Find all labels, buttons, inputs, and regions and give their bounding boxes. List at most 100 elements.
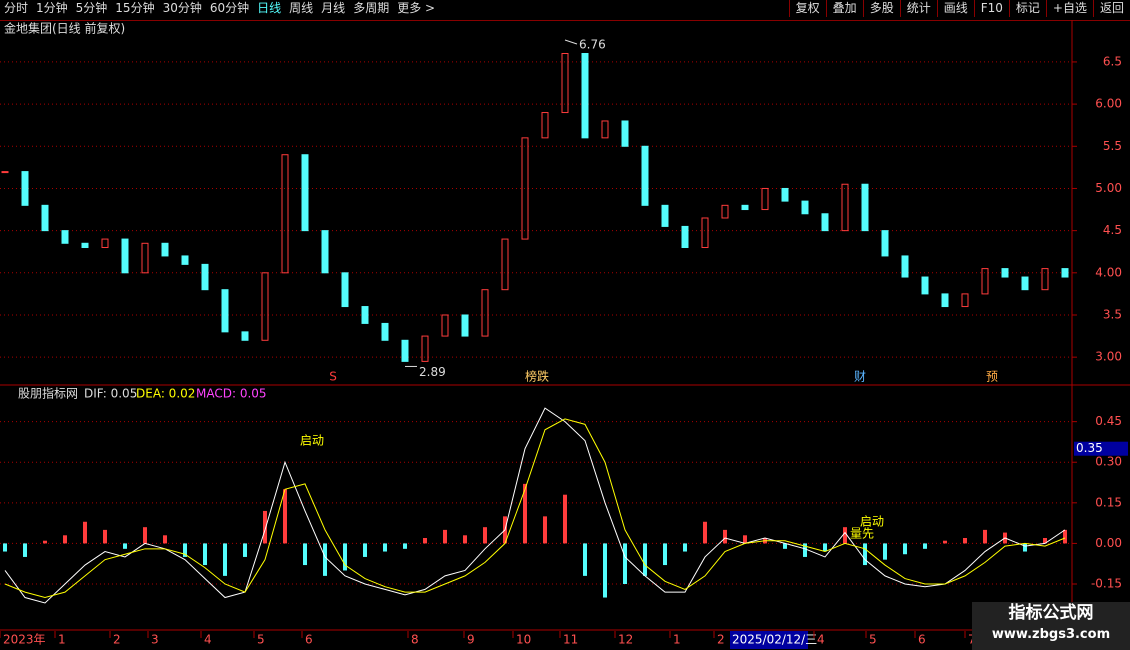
candle	[501, 238, 509, 291]
candle	[281, 154, 289, 274]
macd-bar	[723, 529, 727, 544]
candle	[861, 183, 869, 232]
y-tick-label: 6.00	[1095, 97, 1122, 111]
candle	[121, 238, 129, 274]
x-tick-label: 7	[968, 633, 976, 647]
toolbar-button[interactable]: 标记	[1008, 0, 1046, 17]
macd-bar	[943, 540, 947, 544]
high-label: 6.76	[579, 38, 606, 52]
candle	[741, 204, 749, 211]
dea-line	[4, 418, 1066, 599]
x-tick-label: 6	[305, 633, 313, 647]
x-tick-label: 11	[563, 633, 578, 647]
toolbar-button[interactable]: 60分钟	[209, 1, 250, 15]
toolbar-button[interactable]: 5分钟	[75, 1, 108, 15]
candle	[301, 154, 309, 232]
macd-bar	[283, 489, 287, 544]
macd-bar	[263, 510, 267, 544]
x-tick-label: 4	[817, 633, 825, 647]
candle	[561, 52, 569, 114]
candle	[881, 230, 889, 257]
chart-title: 金地集团(日线 前复权)	[4, 21, 125, 36]
event-marker: 预	[986, 370, 998, 384]
toolbar-button[interactable]: 更多 >	[397, 1, 436, 15]
y-tick-label: 4.5	[1103, 223, 1122, 237]
event-marker: S	[329, 370, 337, 384]
candle	[1041, 268, 1049, 291]
toolbar-button[interactable]: 统计	[899, 0, 937, 17]
candle	[481, 289, 489, 337]
candle	[981, 268, 989, 295]
candle	[801, 200, 809, 215]
x-tick-label: 9	[467, 633, 475, 647]
y-tick-label: 6.5	[1103, 54, 1122, 68]
x-tick-label: 2	[113, 633, 121, 647]
candle	[781, 187, 789, 202]
macd-bar	[623, 543, 627, 584]
macd-bar	[983, 529, 987, 544]
candle	[141, 242, 149, 274]
candle	[41, 204, 49, 232]
macd-bar	[123, 543, 127, 549]
macd-bar	[803, 543, 807, 557]
macd-bar	[783, 543, 787, 549]
macd-bar	[663, 543, 667, 566]
toolbar-button[interactable]: 周线	[289, 1, 314, 15]
candle	[721, 204, 729, 219]
toolbar-button[interactable]: +自选	[1045, 0, 1093, 17]
toolbar-button[interactable]: 复权	[788, 0, 826, 17]
toolbar-button[interactable]: 15分钟	[115, 1, 155, 15]
x-tick-label: 8	[411, 633, 419, 647]
toolbar-button[interactable]: 1分钟	[36, 1, 68, 15]
macd-bar	[863, 543, 867, 566]
toolbar-button[interactable]: 多股	[862, 0, 900, 17]
candle	[401, 339, 409, 362]
toolbar-button[interactable]: 多周期	[353, 1, 390, 15]
toolbar-button[interactable]: 叠加	[825, 0, 863, 17]
toolbar-button[interactable]: 画线	[936, 0, 974, 17]
toolbar-button[interactable]: 分时	[4, 1, 29, 15]
toolbar-button[interactable]: 30分钟	[162, 1, 202, 15]
toolbar: 分时 1分钟 5分钟 15分钟 30分钟 60分钟 日线 周线 月线 多周期 更多 > 复权 叠加 多股统…	[0, 0, 1130, 21]
macd-bar	[403, 543, 407, 549]
candle	[81, 242, 89, 249]
candle	[421, 335, 429, 362]
y-tick-label: 5.5	[1103, 139, 1122, 153]
tool-buttons: 复权 叠加 多股 统计 画线 F10 标记 +自选 返回	[788, 0, 1130, 20]
macd-bar	[683, 543, 687, 552]
legend-entry: DEA: 0.02	[136, 387, 195, 401]
candle	[701, 217, 709, 249]
candle	[1021, 276, 1029, 291]
watermark-title: 指标公式网	[1008, 603, 1094, 623]
x-tick-label: 1	[58, 633, 66, 647]
macd-bar	[1023, 543, 1027, 552]
y-tick-label: 3.5	[1103, 307, 1122, 321]
toolbar-button[interactable]: 月线	[321, 1, 346, 15]
macd-bar	[223, 543, 227, 576]
candle	[1, 171, 9, 174]
candle	[1001, 268, 1009, 278]
macd-bar	[183, 543, 187, 557]
candle	[381, 322, 389, 341]
macd-bar	[463, 535, 467, 544]
legend-entry: MACD: 0.05	[196, 387, 267, 401]
indicator-title: 股朋指标网	[18, 386, 78, 401]
toolbar-button[interactable]: 日线	[257, 1, 282, 15]
candle	[361, 306, 369, 324]
macd-bar	[143, 527, 147, 544]
y-tick-label: 4.00	[1095, 265, 1122, 279]
macd-bar	[883, 543, 887, 560]
candle	[321, 230, 329, 274]
toolbar-button[interactable]: F10	[973, 0, 1009, 17]
y-tick-label: 0.30	[1095, 455, 1122, 469]
y-tick-label: 0.15	[1095, 495, 1122, 509]
macd-bar	[963, 538, 967, 544]
toolbar-button[interactable]: 返回	[1092, 0, 1130, 17]
y-tick-label: 5.00	[1095, 181, 1122, 195]
macd-bar	[303, 543, 307, 566]
macd-bar	[483, 527, 487, 544]
candle	[201, 263, 209, 291]
signal-label: 启动	[860, 515, 884, 529]
macd-bar	[703, 521, 707, 544]
